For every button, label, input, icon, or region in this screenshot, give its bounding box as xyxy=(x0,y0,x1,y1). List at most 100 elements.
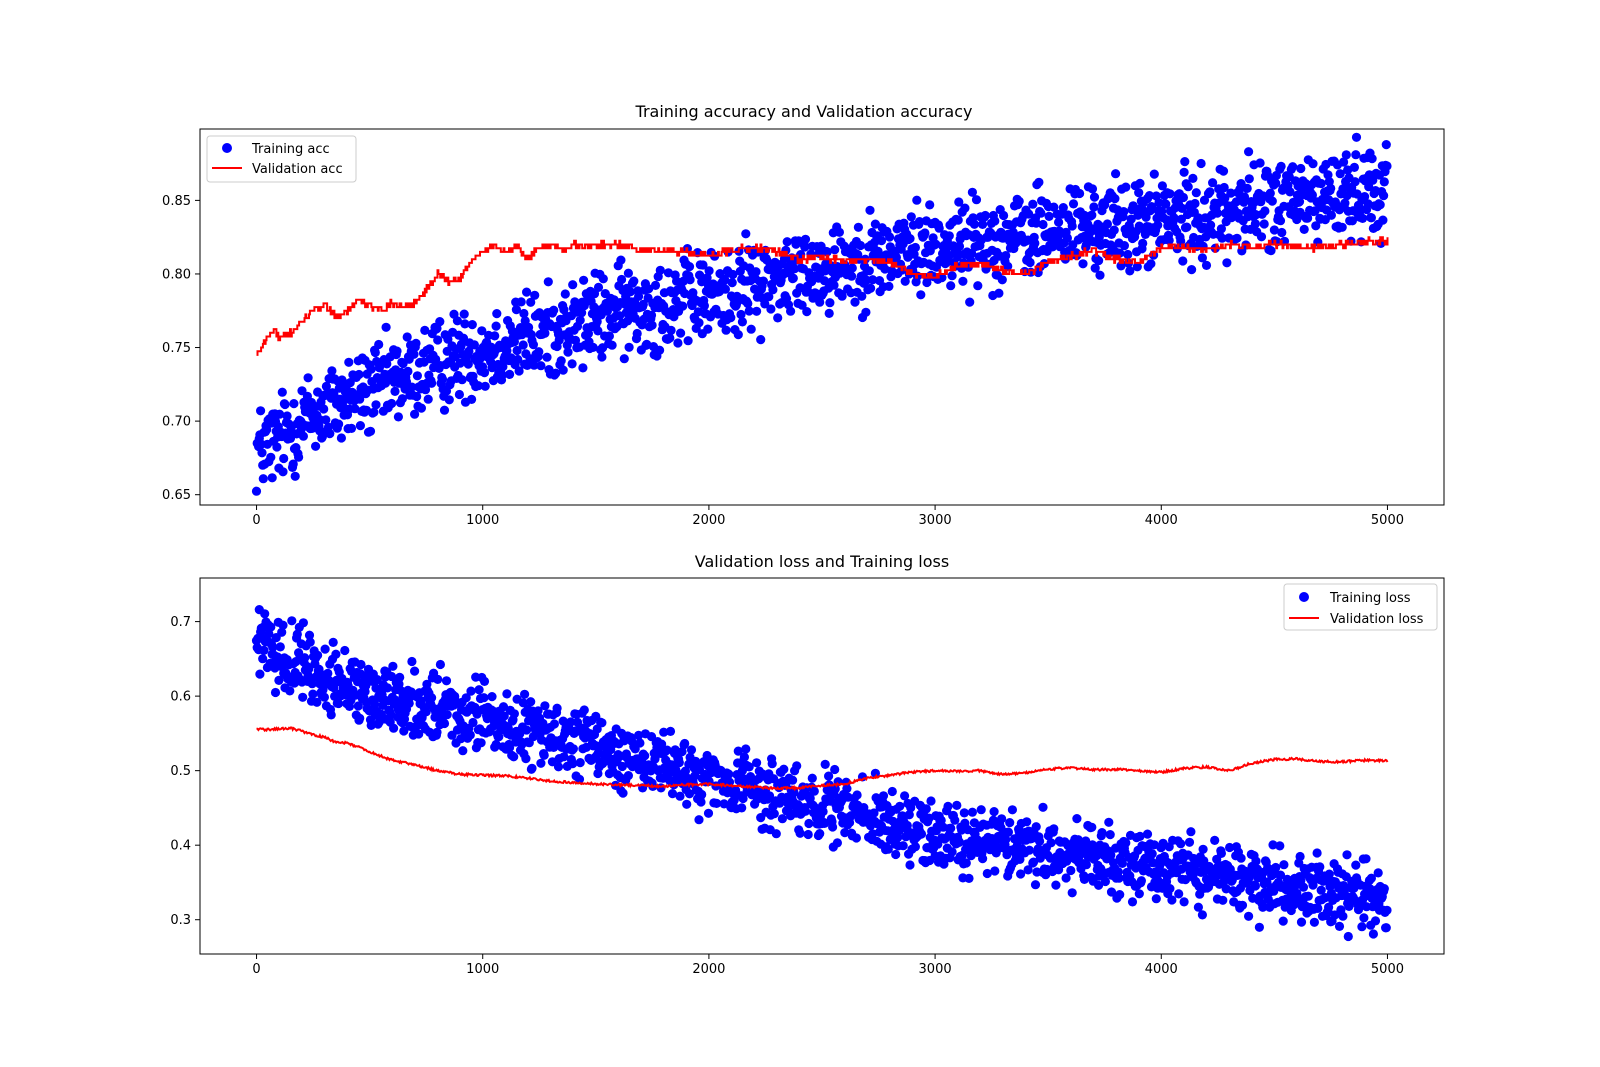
training-point xyxy=(655,265,665,275)
training-point xyxy=(536,361,546,371)
training-point xyxy=(989,807,999,817)
training-point xyxy=(520,689,530,699)
training-point xyxy=(323,668,333,679)
training-point xyxy=(665,726,676,737)
training-point xyxy=(258,474,268,484)
training-point xyxy=(456,734,466,744)
training-point xyxy=(300,653,310,663)
training-point xyxy=(832,838,843,848)
training-point xyxy=(967,187,978,197)
training-point xyxy=(634,291,644,301)
training-point xyxy=(325,429,335,439)
training-point xyxy=(694,318,704,328)
training-point xyxy=(528,340,539,350)
training-loss-legend-marker xyxy=(1299,592,1309,602)
training-point xyxy=(1259,219,1269,229)
training-point xyxy=(1278,916,1288,926)
training-point xyxy=(403,366,413,376)
training-point xyxy=(402,332,412,342)
training-point xyxy=(967,807,978,817)
training-point xyxy=(568,759,578,769)
training-point xyxy=(767,759,777,769)
training-point xyxy=(1114,873,1124,883)
training-point xyxy=(1180,157,1190,167)
training-point xyxy=(509,337,519,347)
training-point xyxy=(1003,827,1014,837)
training-point xyxy=(1062,233,1072,243)
training-point xyxy=(792,761,802,771)
training-point xyxy=(409,349,419,359)
training-point xyxy=(1132,262,1142,272)
training-point xyxy=(306,397,317,408)
training-point xyxy=(329,389,339,399)
x-tick-label: 3000 xyxy=(919,962,952,977)
training-point xyxy=(444,395,454,405)
training-point xyxy=(1311,221,1321,231)
training-acc-legend-marker xyxy=(222,143,232,153)
training-point xyxy=(712,798,722,809)
training-point xyxy=(803,287,813,297)
training-point xyxy=(944,231,954,241)
training-point xyxy=(752,758,762,768)
training-point xyxy=(270,687,281,698)
training-point xyxy=(943,801,953,812)
training-point xyxy=(1038,802,1048,812)
training-point xyxy=(1358,213,1368,223)
training-point xyxy=(1165,189,1175,199)
training-point xyxy=(1068,199,1079,209)
training-point xyxy=(960,203,970,213)
training-point xyxy=(1179,167,1189,177)
training-point xyxy=(1219,182,1229,193)
training-point xyxy=(1089,202,1099,212)
training-point xyxy=(411,338,421,348)
training-point xyxy=(1106,887,1117,897)
training-point xyxy=(1078,259,1088,269)
training-point xyxy=(321,381,331,391)
training-point xyxy=(746,324,756,334)
training-point xyxy=(321,415,331,425)
training-point xyxy=(1338,911,1348,921)
training-point xyxy=(1187,265,1197,275)
training-point xyxy=(344,357,354,367)
training-point xyxy=(978,854,988,864)
training-point xyxy=(1197,253,1207,263)
training-point xyxy=(255,669,265,679)
training-point xyxy=(319,404,329,414)
training-point xyxy=(435,659,445,670)
training-point xyxy=(1146,259,1156,269)
accuracy-chart: Training accuracy and Validation accurac… xyxy=(162,102,1445,528)
training-point xyxy=(809,786,819,796)
training-point xyxy=(280,399,290,410)
training-point xyxy=(672,276,682,286)
training-point xyxy=(819,818,830,829)
training-point xyxy=(331,649,341,659)
training-point xyxy=(733,746,743,756)
training-point xyxy=(518,698,528,708)
training-point xyxy=(1370,916,1381,926)
training-point xyxy=(1075,188,1085,199)
training-point xyxy=(807,773,817,783)
loss-plot-frame xyxy=(199,577,1445,955)
training-point xyxy=(1307,190,1317,200)
training-point xyxy=(795,828,805,838)
training-point xyxy=(1382,905,1392,915)
training-point xyxy=(617,761,627,772)
training-point xyxy=(539,750,549,760)
training-point xyxy=(1379,191,1389,201)
training-point xyxy=(498,702,509,712)
training-point xyxy=(1337,222,1347,232)
loss-x-axis: 0 1000 2000 3000 4000 5000 xyxy=(252,954,1404,977)
training-point xyxy=(905,234,915,244)
training-point xyxy=(904,810,914,820)
training-point xyxy=(1049,202,1059,212)
training-point xyxy=(259,645,269,656)
training-point xyxy=(865,205,875,215)
training-point xyxy=(914,217,925,227)
training-point xyxy=(1242,183,1252,193)
training-point xyxy=(420,325,430,335)
training-point xyxy=(492,309,502,319)
training-point xyxy=(416,403,426,413)
training-point xyxy=(969,219,980,229)
training-point xyxy=(374,339,384,350)
training-point xyxy=(498,362,508,372)
